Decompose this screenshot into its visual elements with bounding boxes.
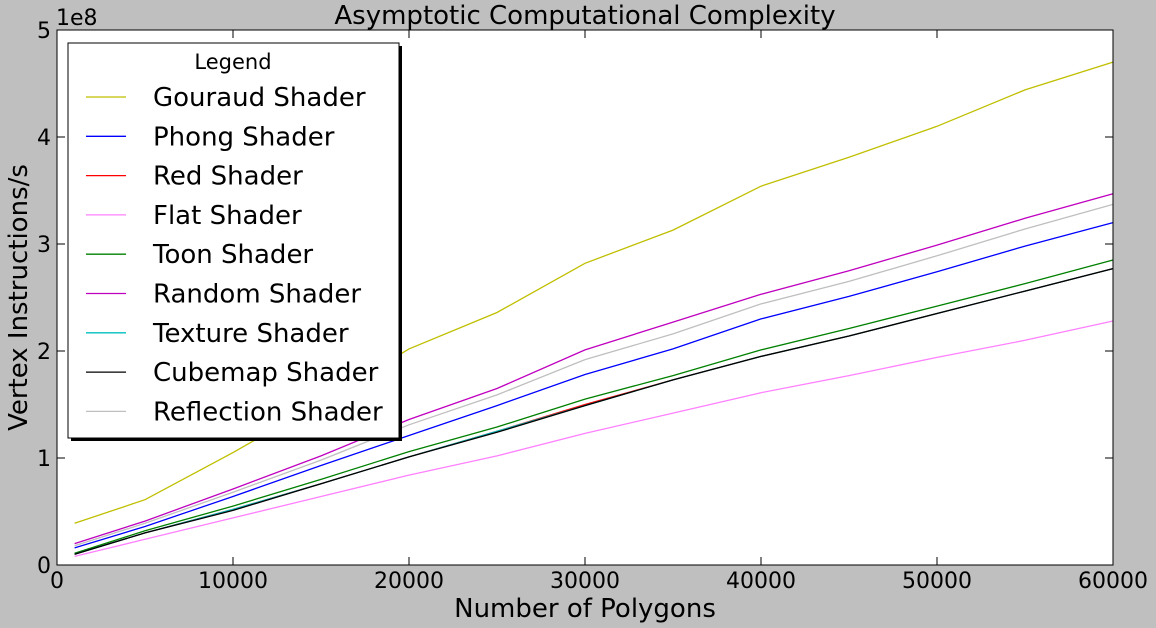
series-line-7 [74,267,1114,555]
y-tick-label: 2 [37,340,51,365]
legend-title: Legend [194,50,271,74]
legend-entry-1: Phong Shader [153,122,335,152]
x-tick-label: 40000 [726,569,796,594]
ticks-layer: 0 10000 20000 30000 40000 50000 60000 0 1 2 3 4 5 [37,19,1148,594]
legend-entry-5: Random Shader [153,280,361,310]
legend-entry-7: Cubemap Shader [153,358,379,388]
legend-entry-3: Flat Shader [153,201,302,231]
legend-items: Gouraud Shader Phong Shader Red Shader Flat… [86,83,383,427]
series-layer [74,61,1114,558]
x-axis-label: Number of Polygons [454,594,716,624]
y-tick-label: 1 [37,447,51,472]
series-line-4 [74,259,1114,554]
y-tick-label: 0 [37,554,51,579]
legend-entry-4: Toon Shader [152,240,313,270]
legend: Legend Gouraud Shader Phong Shader Red Sha… [67,42,402,441]
x-tick-label: 50000 [902,569,972,594]
y-tick-label: 3 [37,233,51,258]
plot-frame [56,29,1114,566]
series-line-0 [74,61,1114,524]
legend-entry-0: Gouraud Shader [153,83,366,113]
series-line-8 [74,203,1114,547]
series-line-3 [74,320,1114,558]
series-line-5 [74,193,1114,545]
legend-entry-8: Reflection Shader [153,397,383,427]
legend-entry-2: Red Shader [153,162,303,192]
series-line-1 [74,221,1114,549]
y-tick-label: 5 [37,19,51,44]
x-tick-label: 20000 [374,569,444,594]
x-tick-label: 30000 [550,569,620,594]
x-tick-label: 10000 [198,569,268,594]
y-axis-label: Vertex Instructions/s [4,164,34,431]
x-tick-label: 60000 [1078,569,1148,594]
chart-title: Asymptotic Computational Complexity [334,1,835,31]
y-offset-label: 1e8 [56,6,98,31]
y-tick-label: 4 [37,126,51,151]
legend-entry-6: Texture Shader [152,319,349,349]
x-tick-label: 0 [50,569,64,594]
